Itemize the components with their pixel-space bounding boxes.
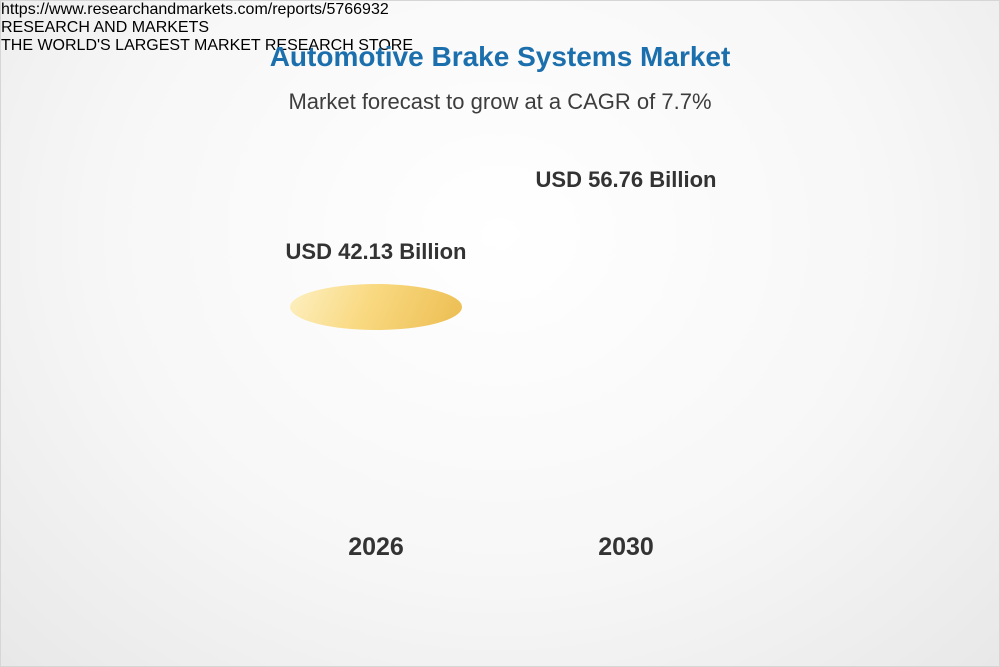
logo-word-and: AND: [93, 19, 128, 36]
brand-logo-tagline: THE WORLD'S LARGEST MARKET RESEARCH STOR…: [1, 37, 414, 54]
bar-2030-top-ellipse: [540, 205, 712, 251]
source-url-link[interactable]: https://www.researchandmarkets.com/repor…: [1, 1, 389, 18]
bar-2026-category-label: 2026: [348, 533, 404, 561]
logo-word-research: RESEARCH: [1, 19, 90, 36]
bar-2030-value-label: USD 56.76 Billion: [535, 167, 717, 192]
chart-title: Automotive Brake Systems Market: [269, 41, 731, 72]
bar-2030-cylinder: [540, 205, 712, 512]
bar-2026-top-ellipse: [290, 284, 462, 330]
bar-2026-cylinder: [290, 284, 462, 512]
bar-2030-category-label: 2030: [598, 533, 654, 561]
brand-logo-wordmark: RESEARCH AND MARKETS: [1, 19, 999, 37]
logo-word-markets: MARKETS: [131, 19, 210, 36]
chart-subtitle: Market forecast to grow at a CAGR of 7.7…: [288, 89, 712, 114]
bar-2026-value-label: USD 42.13 Billion: [285, 239, 467, 264]
brand-logo: RESEARCH AND MARKETS THE WORLD'S LARGEST…: [1, 19, 999, 55]
